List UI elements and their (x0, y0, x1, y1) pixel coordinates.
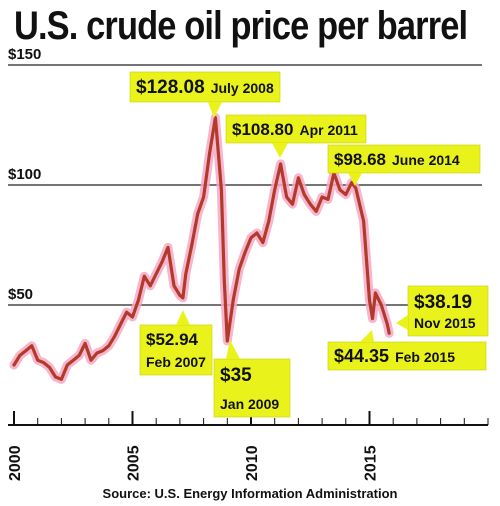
callout-pointer (226, 340, 240, 359)
callout-box (327, 144, 481, 174)
x-tick-label: 2010 (244, 445, 261, 481)
chart-title: U.S. crude oil price per barrel (14, 4, 468, 48)
callout-box (225, 114, 367, 144)
chart-source: Source: U.S. Energy Information Administ… (102, 486, 398, 501)
x-tick-label: 2000 (7, 445, 24, 481)
callout-pointer (360, 330, 374, 342)
callout-box (129, 71, 281, 103)
callout-price: $52.94 (146, 330, 199, 349)
x-tick-label: 2015 (363, 445, 380, 481)
y-tick-label: $100 (8, 166, 41, 183)
callout-pointer (208, 102, 222, 118)
callout-box (213, 358, 291, 418)
y-tick-label: $50 (8, 286, 33, 303)
grid-lines (8, 64, 489, 426)
callout-box (327, 341, 487, 371)
callout-price: $35 (220, 365, 252, 386)
callout-date: July 2008 (211, 80, 274, 96)
price-line-path (12, 116, 391, 381)
callout-pointer (396, 315, 408, 330)
callout-box (139, 324, 213, 376)
y-tick-label: $150 (8, 46, 41, 63)
callout-price: $98.68 June 2014 (334, 150, 460, 169)
callout-5: $38.19 Nov 2015 (396, 285, 489, 337)
callout-price: $44.35 Feb 2015 (334, 346, 455, 366)
callout-date: Nov 2015 (414, 315, 476, 331)
x-tick-label: 2005 (126, 445, 143, 481)
callout-price: $38.19 (414, 292, 472, 313)
callout-date: June 2014 (392, 152, 460, 168)
callout-1: $108.80 Apr 2011 (225, 114, 367, 158)
callout-date: Feb 2015 (395, 349, 455, 365)
callout-2: $98.68 June 2014 (327, 144, 481, 186)
callout-pointer (348, 173, 362, 186)
callout-date: Jan 2009 (220, 396, 279, 412)
callout-date: Feb 2007 (146, 354, 206, 370)
callout-pointer (176, 310, 190, 325)
annotation-callouts: $128.08 July 2008$108.80 Apr 2011$98.68 Jun… (129, 71, 489, 418)
callout-0: $128.08 July 2008 (129, 71, 281, 118)
callout-box (407, 285, 489, 337)
price-line (9, 113, 394, 384)
callout-6: $44.35 Feb 2015 (327, 330, 487, 371)
callout-pointer (272, 143, 288, 158)
axis-tick-labels: $50 $100 $150 2000 2005 2010 2015 (7, 46, 380, 481)
callout-date: Apr 2011 (299, 122, 358, 138)
callout-3: $52.94 Feb 2007 (139, 310, 213, 376)
callout-4: $35 Jan 2009 (213, 340, 291, 418)
